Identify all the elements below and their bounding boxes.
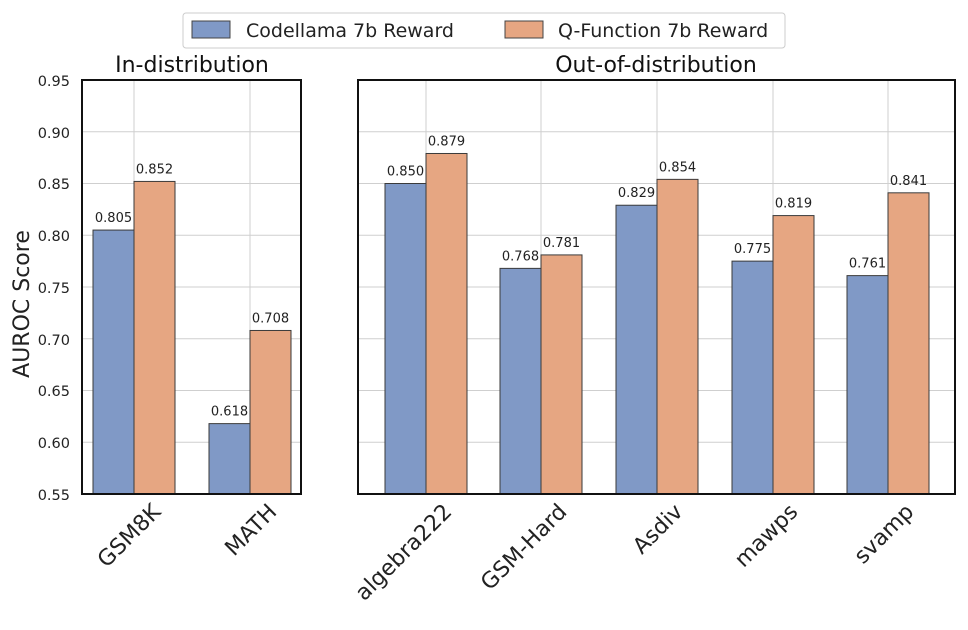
x-tick-labels: GSM8K MATH algebra222 GSM-Hard Asdiv maw… (93, 499, 919, 606)
bar-qfunction-asdiv (656, 178, 699, 495)
x-tick-label-gsm8k: GSM8K (93, 499, 167, 573)
y-tick-labels: 0.95 0.90 0.85 0.80 0.75 0.70 0.65 0.60 … (38, 74, 70, 504)
bar-value-label: 0.819 (775, 197, 812, 212)
bar-value-label: 0.768 (502, 249, 539, 264)
x-tick-label-math: MATH (221, 500, 283, 562)
bar-value-label: 0.850 (387, 165, 424, 180)
y-axis-label: AUROC Score (10, 230, 35, 378)
bar-qfunction-svamp (887, 192, 930, 495)
bar-codellama-math (208, 423, 251, 495)
axes-frame (357, 79, 956, 495)
bar-value-label: 0.805 (95, 211, 132, 226)
y-tick-label: 0.75 (38, 281, 70, 297)
bar-qfunction-gsm8k (133, 180, 176, 495)
bar-codellama-asdiv (615, 204, 658, 495)
panel-title-in-distribution: In-distribution (115, 53, 269, 78)
plot-panel-in-distribution: 0.805 0.852 0.618 0.708 (81, 79, 302, 495)
bar-value-label: 0.761 (849, 257, 886, 272)
bar-value-label: 0.618 (211, 405, 248, 420)
axes-frame (81, 79, 302, 495)
bar-value-label: 0.852 (136, 162, 173, 177)
y-tick-label: 0.60 (38, 436, 70, 452)
x-tick-label-svamp: svamp (850, 500, 920, 570)
bar-qfunction-mawps (772, 215, 815, 495)
bar-value-label: 0.708 (252, 311, 289, 326)
bar-value-label: 0.781 (543, 236, 580, 251)
bar-value-label: 0.879 (428, 134, 465, 149)
legend: Codellama 7b Reward Q-Function 7b Reward (182, 12, 786, 49)
bar-codellama-mawps (731, 260, 774, 495)
legend-swatch-qfunction (504, 20, 544, 39)
legend-frame (182, 12, 786, 49)
bar-value-label: 0.854 (659, 160, 696, 175)
bar-codellama-algebra222 (384, 183, 427, 495)
x-tick-label-mawps: mawps (730, 500, 803, 573)
bar-codellama-gsm8k (92, 229, 135, 495)
y-tick-label: 0.65 (38, 384, 70, 400)
x-tick-label-asdiv: Asdiv (628, 500, 688, 560)
bar-qfunction-gsm-hard (540, 254, 583, 495)
y-tick-label: 0.80 (38, 229, 70, 245)
bar-codellama-svamp (846, 275, 889, 495)
bar-codellama-gsm-hard (499, 267, 542, 495)
x-tick-label-algebra222: algebra222 (351, 500, 457, 606)
legend-label-codellama: Codellama 7b Reward (246, 20, 454, 42)
legend-swatch-codellama (191, 20, 231, 39)
bar-value-label: 0.841 (890, 174, 927, 189)
y-tick-label: 0.70 (38, 333, 70, 349)
bar-qfunction-algebra222 (425, 152, 468, 495)
y-tick-label: 0.90 (38, 126, 70, 142)
y-tick-label: 0.85 (38, 177, 70, 193)
x-tick-label-gsm-hard: GSM-Hard (476, 500, 572, 596)
bar-qfunction-math (249, 329, 292, 495)
panel-title-out-of-distribution: Out-of-distribution (555, 53, 757, 78)
y-tick-label: 0.55 (38, 488, 70, 504)
plot-panel-out-of-distribution: 0.850 0.879 0.768 0.781 0.829 0.854 0.775 0.819… (357, 79, 956, 495)
bar-value-label: 0.775 (734, 242, 771, 257)
y-tick-label: 0.95 (38, 74, 70, 90)
bar-value-label: 0.829 (618, 186, 655, 201)
legend-label-qfunction: Q-Function 7b Reward (558, 20, 768, 42)
